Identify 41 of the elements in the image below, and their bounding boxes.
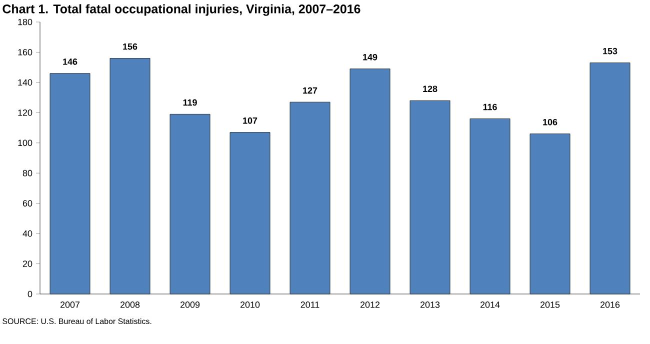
y-tick-label: 140 xyxy=(18,79,32,86)
data-label: 107 xyxy=(243,117,258,124)
x-tick-label: 2013 xyxy=(420,302,440,308)
x-tick-label: 2014 xyxy=(480,302,500,308)
x-tick-label: 2010 xyxy=(240,302,260,308)
bar xyxy=(350,68,390,294)
y-tick-label: 60 xyxy=(22,200,32,207)
y-tick-label: 180 xyxy=(18,18,32,26)
y-tick-label: 160 xyxy=(18,49,32,56)
x-tick-label: 2012 xyxy=(360,302,380,308)
y-tick-label: 0 xyxy=(28,290,32,298)
x-tick-label: 2011 xyxy=(300,302,320,308)
bar xyxy=(470,118,510,294)
x-tick-label: 2016 xyxy=(600,302,620,308)
bar xyxy=(530,134,570,294)
bar xyxy=(290,102,330,294)
data-label: 153 xyxy=(603,48,618,54)
data-label: 146 xyxy=(63,58,78,65)
data-label: 116 xyxy=(483,104,497,110)
data-label: 119 xyxy=(183,99,197,106)
y-tick-label: 80 xyxy=(22,170,32,176)
data-label: 128 xyxy=(423,86,438,92)
y-tick-label: 40 xyxy=(22,230,32,237)
chart-title: Chart 1. Total fatal occupational injuries, Virginia, 2007–2016 xyxy=(2,4,360,16)
y-tick-label: 120 xyxy=(18,109,32,116)
data-label: 149 xyxy=(363,54,378,60)
bar xyxy=(50,73,90,294)
x-tick-label: 2009 xyxy=(180,302,200,308)
x-tick-label: 2015 xyxy=(540,302,560,308)
data-label: 127 xyxy=(303,87,318,94)
bar xyxy=(230,132,270,294)
data-label: 156 xyxy=(123,43,138,50)
x-tick-label: 2008 xyxy=(120,302,140,308)
bar xyxy=(170,114,210,294)
bar xyxy=(410,100,450,294)
bar xyxy=(110,58,150,294)
y-tick-label: 20 xyxy=(22,260,32,267)
bar xyxy=(590,62,630,294)
data-label: 106 xyxy=(543,118,558,126)
y-tick-label: 100 xyxy=(18,140,32,146)
x-tick-label: 2007 xyxy=(60,302,80,308)
